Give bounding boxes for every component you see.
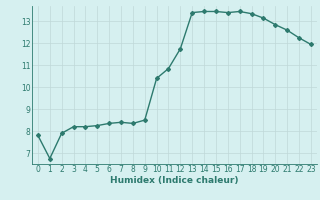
X-axis label: Humidex (Indice chaleur): Humidex (Indice chaleur) xyxy=(110,176,239,185)
